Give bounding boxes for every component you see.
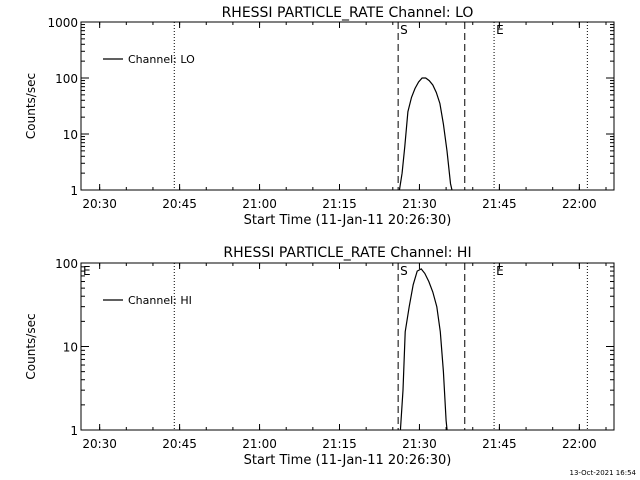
plot-frame [80,262,615,431]
x-tick-label: 20:30 [82,437,117,451]
x-tick-label: 21:15 [322,197,357,211]
plot-frame [80,21,615,191]
x-tick-label: 20:30 [82,197,117,211]
x-tick-label: 21:15 [322,437,357,451]
y-tick-label: 10 [63,341,78,355]
x-tick-label: 22:00 [562,437,597,451]
y-tick-label: 100 [55,257,78,271]
y-axis-label: Counts/sec [24,313,38,379]
x-tick-label: 21:45 [482,197,517,211]
chart-panel-lo: RHESSI PARTICLE_RATE Channel: LO 20:30 20:… [24,5,615,228]
marker-label: E [496,23,504,37]
marker-label: E [83,264,91,278]
marker-label: S [400,23,408,37]
series-line [399,268,448,430]
y-tick-label: 1000 [47,16,78,30]
x-tick-label: 20:45 [162,197,197,211]
series-line [398,77,453,190]
x-axis-label: Start Time (11-Jan-11 20:26:30) [244,453,452,468]
x-tick-label: 21:30 [402,437,437,451]
y-tick-label: 1 [70,424,78,438]
y-axis-label: Counts/sec [24,73,38,139]
chart-title: RHESSI PARTICLE_RATE Channel: HI [223,245,471,261]
legend-label: Channel: HI [128,294,192,307]
chart-panel-hi: RHESSI PARTICLE_RATE Channel: HI 20:30 20:… [24,245,615,468]
x-tick-label: 21:00 [242,197,277,211]
y-tick-label: 1 [70,184,78,198]
y-tick-label: 100 [55,72,78,86]
legend-label: Channel: LO [128,53,195,66]
x-tick-label: 20:45 [162,437,197,451]
x-tick-label: 21:00 [242,437,277,451]
x-tick-label: 22:00 [562,197,597,211]
marker-label: S [400,264,408,278]
y-tick-label: 10 [63,128,78,142]
footer-timestamp: 13-Oct-2021 16:54 [570,469,637,477]
x-axis-label: Start Time (11-Jan-11 20:26:30) [244,213,452,228]
chart-title: RHESSI PARTICLE_RATE Channel: LO [222,5,474,21]
marker-label: E [496,264,504,278]
x-tick-label: 21:45 [482,437,517,451]
x-tick-label: 21:30 [402,197,437,211]
